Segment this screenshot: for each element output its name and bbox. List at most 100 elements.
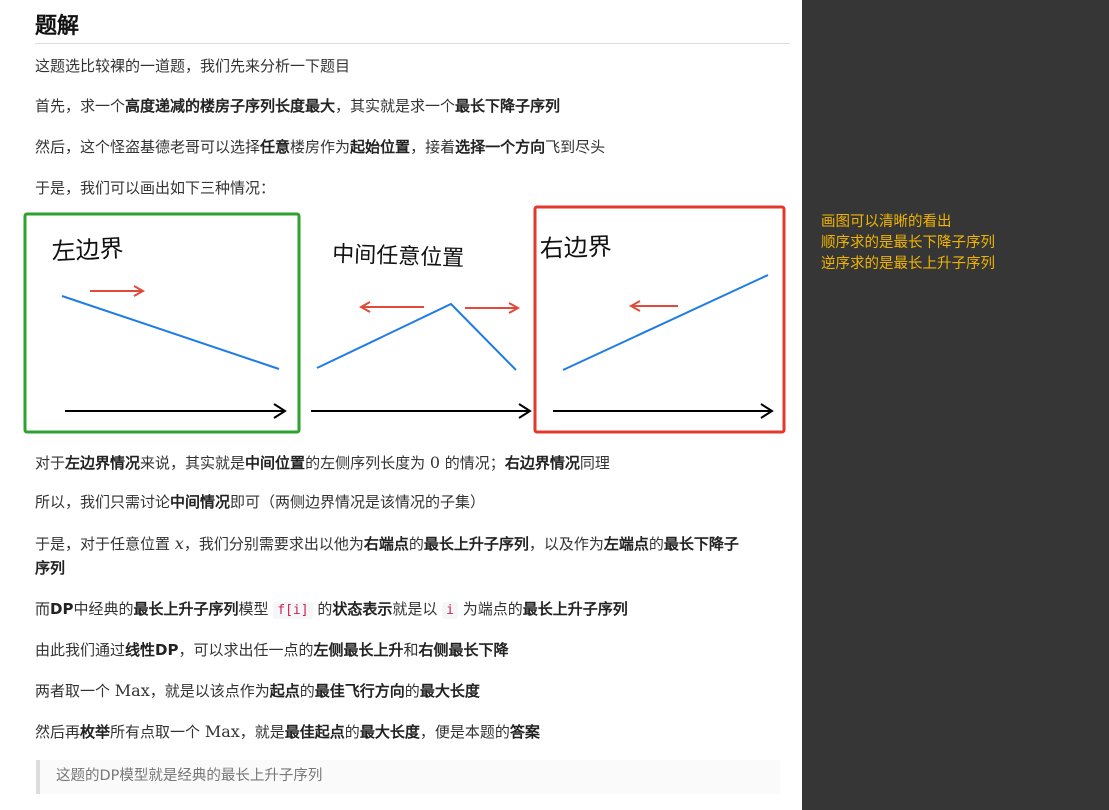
bold-text: 中间位置 — [245, 454, 306, 472]
text: 楼房作为 — [290, 138, 351, 156]
left-case-box — [23, 212, 301, 434]
bold-text: 序列 — [35, 559, 66, 577]
middle-axis-head — [518, 403, 532, 419]
side-note-line-2: 顺序求的是最长下降子序列 — [821, 235, 995, 251]
three-cases-figure: 左边界 中间任意位置 右边界 — [23, 205, 786, 434]
bold-text: 最佳飞行方向 — [314, 682, 405, 700]
text: 而 — [35, 600, 51, 618]
intro-paragraph: 这题选比较裸的一道题，我们先来分析一下题目 — [35, 57, 351, 75]
right-axis-head — [760, 403, 774, 419]
paragraph-9: 两者取一个 Max，就是以该点作为起点的最佳飞行方向的最大长度 — [35, 678, 480, 704]
inline-code: f[i] — [273, 602, 313, 619]
bold-text: 最长上升子序列 — [522, 600, 628, 618]
bold-text: 最佳起点 — [284, 723, 345, 741]
text: ，我们分别需要求出以他为 — [183, 535, 364, 553]
bold-text: 状态表示 — [332, 600, 393, 618]
paragraph-8: 由此我们通过线性DP，可以求出任一点的左侧最长上升和右侧最长下降 — [35, 638, 509, 663]
text: 的 — [404, 682, 420, 700]
text: ，就是 — [239, 723, 285, 741]
text: ，就是以该点作为 — [149, 682, 270, 700]
text: ，可以求出任一点的 — [178, 641, 314, 659]
text: 的 — [344, 723, 360, 741]
left-label: 左边界 — [51, 234, 124, 266]
math-text: Max — [204, 722, 240, 741]
middle-right-arrow-head — [508, 302, 521, 314]
text: ，其实就是求一个 — [335, 97, 456, 115]
text: 所以，我们只需讨论 — [35, 493, 171, 511]
text: ，以及作为 — [528, 535, 604, 553]
left-arrow-head — [133, 285, 146, 297]
right-label: 右边界 — [539, 233, 612, 263]
paragraph-6-wrap: 序列 — [35, 556, 65, 581]
text: 的 — [312, 600, 333, 618]
paragraph-4: 对于左边界情况来说，其实就是中间位置的左侧序列长度为 0 的情况；右边界情况同理 — [35, 450, 610, 476]
text: 即可（两侧边界情况是该情况的子集） — [230, 493, 486, 511]
blockquote-text: 这题的DP模型就是经典的最长上升子序列 — [56, 768, 323, 784]
text: 飞到尽头 — [545, 138, 606, 156]
bold-text: 中间情况 — [170, 493, 231, 511]
side-note: 画图可以清晰的看出 顺序求的是最长下降子序列 逆序求的是最长上升子序列 — [821, 212, 995, 275]
bold-text: 最大长度 — [419, 682, 480, 700]
text: 为端点的 — [458, 600, 523, 618]
middle-left-arrow-head — [358, 301, 371, 313]
bold-text: 左端点 — [603, 535, 649, 553]
text: 的情况； — [440, 454, 505, 472]
bold-text: 起点 — [269, 682, 300, 700]
bold-text: 高度递减的楼房子序列长度最大 — [125, 97, 336, 115]
page-title: 题解 — [35, 12, 790, 44]
paragraph-1: 首先，求一个高度递减的楼房子序列长度最大，其实就是求一个最长下降子序列 — [35, 94, 560, 119]
text: 然后，这个怪盗基德老哥可以选择 — [35, 138, 261, 156]
left-axis-head — [273, 403, 287, 419]
bold-text: 最长下降子 — [663, 535, 739, 553]
right-ascending-line — [562, 274, 769, 371]
bold-text: 最长上升子序列 — [423, 535, 529, 553]
paragraph-2: 然后，这个怪盗基德老哥可以选择任意楼房作为起始位置，接着选择一个方向飞到尽头 — [35, 135, 605, 160]
paragraph-6: 于是，对于任意位置 x，我们分别需要求出以他为右端点的最长上升子序列，以及作为左… — [35, 531, 739, 557]
side-note-line-3: 逆序求的是最长上升子序列 — [821, 256, 995, 272]
bold-text: 答案 — [509, 723, 540, 741]
paragraph-5: 所以，我们只需讨论中间情况即可（两侧边界情况是该情况的子集） — [35, 490, 485, 515]
bold-text: DP — [50, 600, 74, 618]
middle-label: 中间任意位置 — [332, 242, 465, 272]
bold-text: 左边界情况 — [65, 454, 141, 472]
text: 模型 — [238, 600, 274, 618]
bold-text: 最长下降子序列 — [455, 97, 561, 115]
text: 两者取一个 — [35, 682, 115, 700]
bold-text: 最长上升子序列 — [133, 600, 239, 618]
text: 的 — [299, 682, 315, 700]
paragraph-3: 于是，我们可以画出如下三种情况： — [35, 179, 276, 197]
bold-text: 选择一个方向 — [455, 138, 546, 156]
text: 于是，对于任意位置 — [35, 535, 175, 553]
text: 中经典的 — [73, 600, 134, 618]
math-text: 0 — [429, 453, 441, 472]
text: 由此我们通过 — [35, 641, 126, 659]
bold-text: 起始位置 — [350, 138, 411, 156]
middle-peak-line — [316, 302, 517, 371]
bold-text: 任意 — [260, 138, 291, 156]
bold-text: 右侧最长下降 — [418, 641, 509, 659]
text: 的 — [408, 535, 424, 553]
blockquote: 这题的DP模型就是经典的最长上升子序列 — [36, 760, 780, 794]
text: 对于 — [35, 454, 66, 472]
paragraph-10: 然后再枚举所有点取一个 Max，就是最佳起点的最大长度，便是本题的答案 — [35, 719, 540, 745]
bold-text: 最大长度 — [359, 723, 420, 741]
article-panel: 题解 这题选比较裸的一道题，我们先来分析一下题目 首先，求一个高度递减的楼房子序… — [23, 12, 790, 794]
text: 就是以 — [392, 600, 443, 618]
inline-code: i — [442, 602, 458, 619]
text: ，便是本题的 — [419, 723, 510, 741]
bold-text: 左侧最长上升 — [313, 641, 404, 659]
text: 首先，求一个 — [35, 97, 126, 115]
text: 然后再 — [35, 723, 81, 741]
text: 的左侧序列长度为 — [305, 454, 430, 472]
bold-text: 右端点 — [363, 535, 409, 553]
dark-sidebar: 画图可以清晰的看出 顺序求的是最长下降子序列 逆序求的是最长上升子序列 — [802, 0, 1109, 810]
text: 来说，其实就是 — [140, 454, 246, 472]
paragraph-7: 而DP中经典的最长上升子序列模型 f[i] 的状态表示就是以 i 为端点的最长上… — [35, 597, 628, 623]
text: 同理 — [579, 454, 610, 472]
text: ，接着 — [410, 138, 456, 156]
right-case-box — [533, 205, 786, 434]
left-descending-line — [61, 295, 280, 370]
math-text: x — [174, 534, 184, 553]
text: 和 — [403, 641, 419, 659]
math-text: Max — [114, 681, 150, 700]
